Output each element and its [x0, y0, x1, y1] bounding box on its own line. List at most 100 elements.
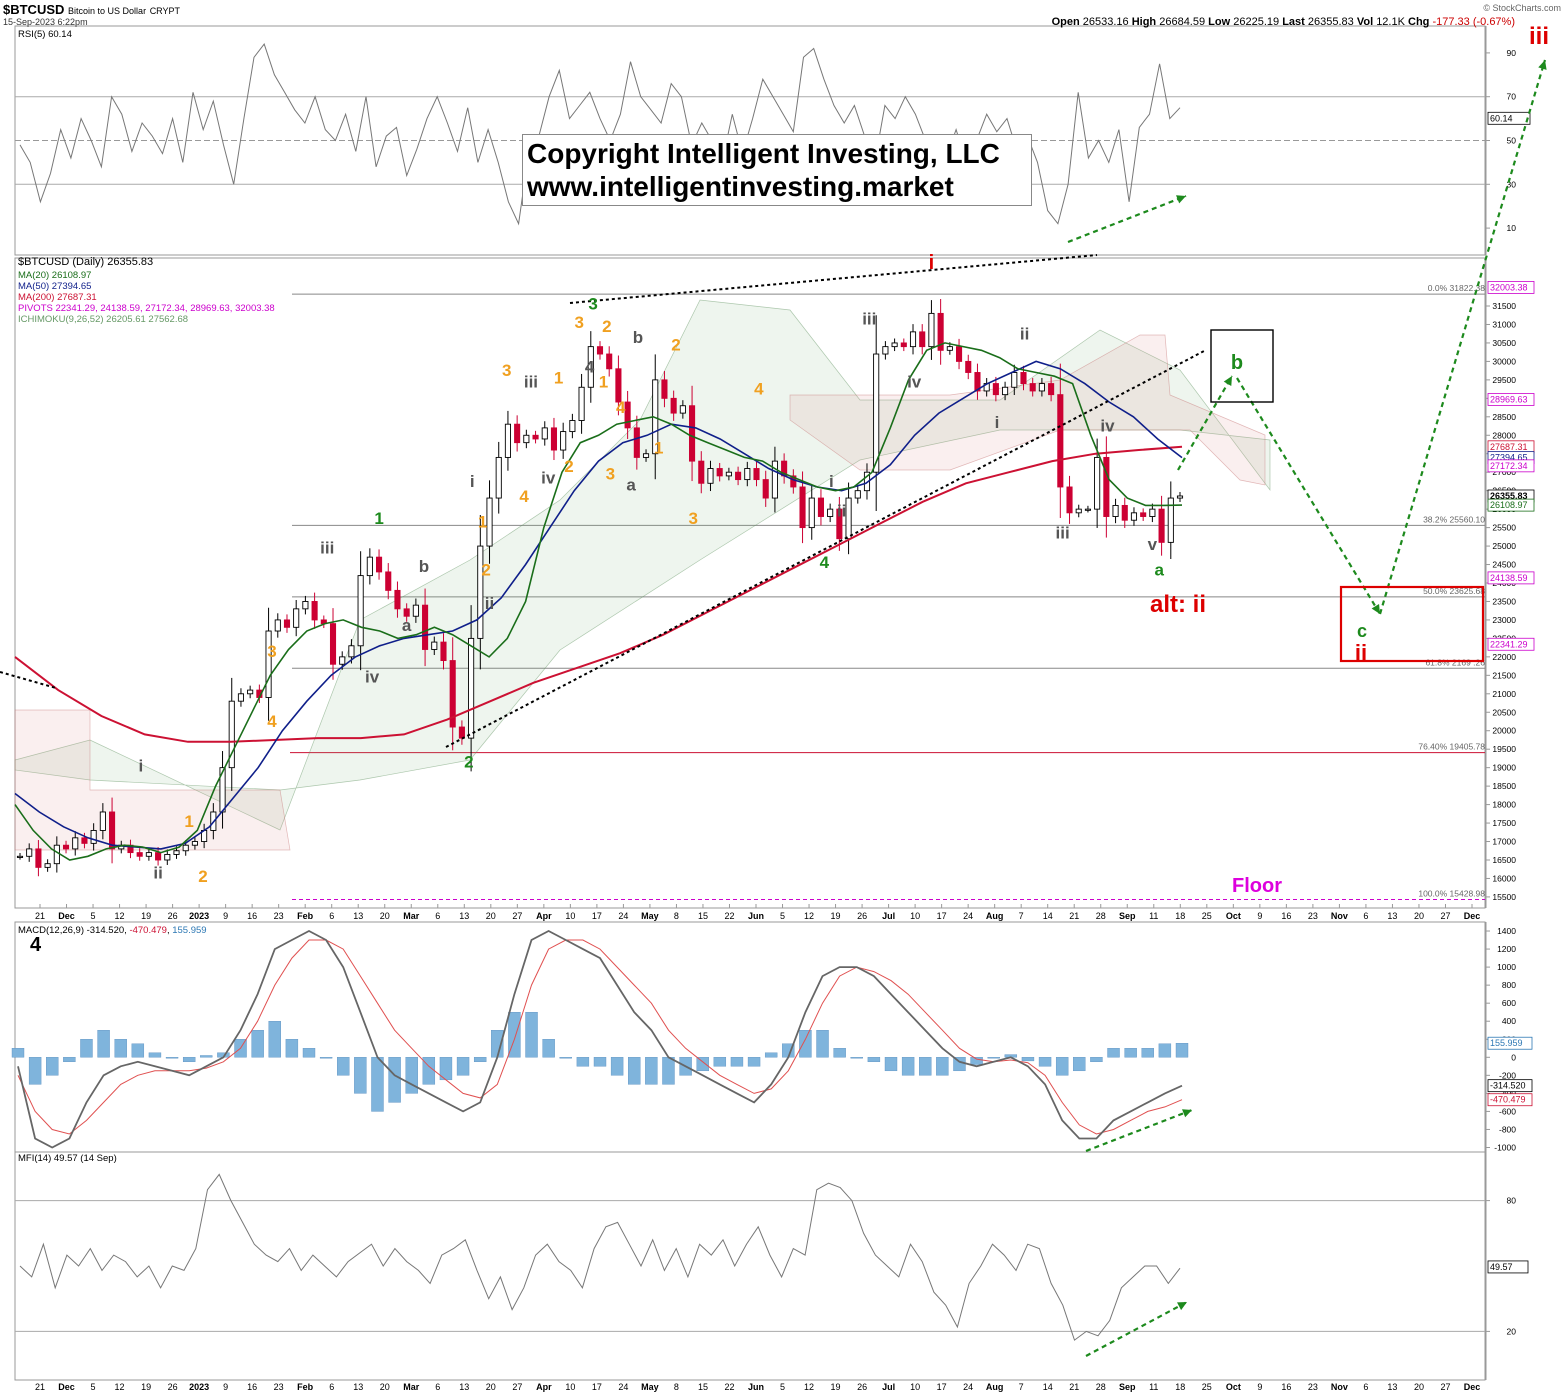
candle-body [974, 372, 981, 392]
candle-body [35, 848, 42, 868]
wave-label: ii [153, 863, 162, 882]
price-xtick-label: 23 [274, 911, 284, 921]
mfi-xtick-label: 11 [1149, 1382, 1158, 1392]
candle-body [155, 852, 162, 861]
wave-label: iv [907, 372, 922, 391]
candle-body [845, 497, 852, 540]
wave-label: 4 [519, 487, 529, 506]
price-tick-label: 25500 [1492, 523, 1516, 533]
macd-histogram-bar [645, 1057, 658, 1085]
candle-body [357, 575, 364, 647]
macd-tick-label: 600 [1502, 998, 1516, 1008]
price-tag: 22341.29 [1490, 639, 1528, 649]
candle-body [348, 645, 355, 658]
candle-body [928, 312, 935, 348]
symbol: $BTCUSD [3, 2, 65, 17]
mfi-xtick-label: Jul [882, 1382, 895, 1392]
candle-body [283, 619, 291, 628]
candle-body [937, 312, 944, 351]
price-xtick-label: 16 [247, 911, 257, 921]
legend-ma20: MA(20) 26108.97 [18, 270, 92, 281]
macd-histogram-bar [713, 1057, 727, 1067]
mfi-xtick-label: 21 [35, 1382, 45, 1392]
candle-body [53, 844, 60, 865]
mfi-xtick-label: 14 [1043, 1382, 1053, 1392]
macd-tick-label: 0 [1511, 1052, 1516, 1062]
macd-tag-box [1487, 1036, 1533, 1050]
candle-body [99, 811, 106, 831]
macd-histogram-bar [730, 1057, 744, 1067]
mfi-xtick-label: 16 [247, 1382, 257, 1392]
macd-histogram-bar [696, 1057, 709, 1072]
macd-histogram-bar [610, 1057, 624, 1076]
trendline-left [0, 671, 57, 689]
exchange: CRYPT [149, 6, 181, 16]
macd-histogram-bar [114, 1039, 127, 1058]
price-panel: 15500 16000 16500 17000 17500 18000 18500 19000… [0, 252, 1535, 921]
candle-body [504, 423, 511, 458]
macd-histogram-bar [576, 1057, 590, 1067]
mfi-xtick-label: Aug [986, 1382, 1004, 1392]
price-xtick-label: Oct [1226, 911, 1241, 921]
price-tick-label: 15500 [1492, 892, 1516, 902]
macd-histogram-bar [1090, 1057, 1103, 1063]
price-xtick-label: 2023 [189, 911, 209, 921]
candle-body [827, 508, 834, 517]
wave-label: a [1155, 561, 1165, 580]
open-value: 26533.16 [1082, 16, 1129, 28]
candle-body [1048, 383, 1055, 396]
price-xtick-label: 16 [1281, 911, 1291, 921]
price-xtick-label: 13 [1387, 911, 1397, 921]
candle-body [136, 852, 143, 857]
symbol-name: Bitcoin to US Dollar [68, 6, 147, 16]
fib-label: 100.0% 15428.98 [1418, 889, 1485, 899]
wave-label: 1 [478, 513, 487, 532]
price-tick-label: 23500 [1492, 596, 1516, 606]
fib-label: 38.2% 25560.10 [1423, 514, 1485, 524]
mfi-xtick-label: 2023 [189, 1382, 209, 1392]
open-label: Open [1051, 16, 1080, 28]
last-value: 26355.83 [1307, 16, 1354, 28]
price-tick-label: 20000 [1492, 726, 1516, 736]
macd-histogram-bar [593, 1057, 607, 1067]
mfi-xtick-label: 9 [223, 1382, 228, 1392]
candle-body [468, 637, 475, 739]
mfi-xtick-label: 12 [115, 1382, 125, 1392]
candle-body [771, 460, 778, 499]
candle-body [302, 601, 309, 610]
macd-histogram-bar [816, 1030, 829, 1058]
price-xtick-label: Dec [1464, 911, 1481, 921]
mfi-line [19, 1173, 1181, 1341]
mfi-xtick-label: Sep [1119, 1382, 1136, 1392]
price-tag: 27687.31 [1490, 442, 1528, 452]
price-tick-label: 28500 [1492, 412, 1516, 422]
price-tag: 27394.65 [1490, 453, 1528, 463]
volume-value: 12.1K [1376, 16, 1405, 28]
candle-body [422, 604, 429, 650]
wave-label: 3 [688, 509, 697, 528]
low-value: 26225.19 [1233, 16, 1280, 28]
candle-body [1140, 512, 1147, 517]
candle-body [1057, 394, 1064, 488]
candle-body [836, 508, 843, 540]
candle-body [1029, 383, 1036, 392]
chg-value: -177.33 (-0.67%) [1432, 16, 1515, 28]
mfi-xtick-label: May [641, 1382, 659, 1392]
candle-body [1112, 504, 1119, 517]
mfi-xtick-label: Mar [403, 1382, 420, 1392]
mfi-xtick-label: 22 [724, 1382, 734, 1392]
candle-body [293, 608, 300, 628]
price-xtick-label: Sep [1119, 911, 1136, 921]
candle-body [394, 589, 401, 610]
macd-histogram-bar [1055, 1057, 1069, 1076]
candle-body [762, 479, 769, 499]
candle-body [753, 468, 760, 481]
macd-histogram-bar [319, 1057, 333, 1059]
candle-body [403, 608, 410, 617]
macd-histogram-bar [46, 1057, 59, 1076]
price-tick-label: 31500 [1492, 301, 1516, 311]
price-tag-box [1487, 571, 1535, 585]
candle-body [44, 863, 51, 868]
wave-label: iii [1056, 524, 1070, 543]
path-to-c-arrow [1236, 377, 1381, 615]
